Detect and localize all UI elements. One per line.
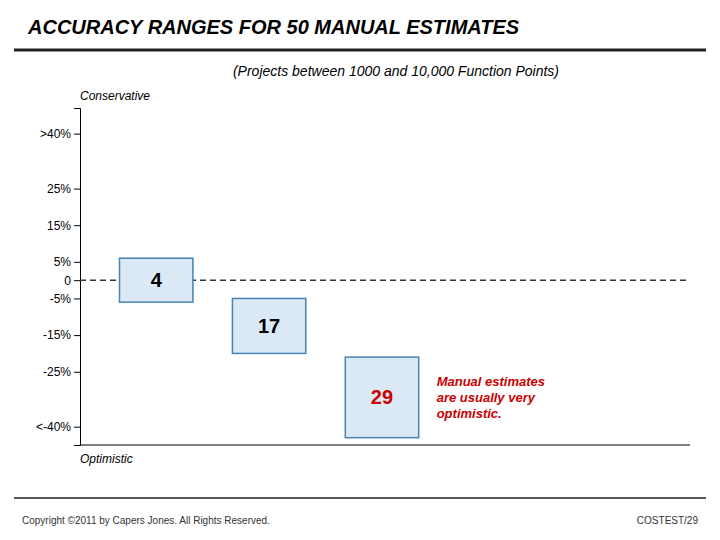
- range-bar: [120, 258, 193, 302]
- y-tick-label: -5%: [50, 292, 72, 306]
- y-tick: 0: [64, 274, 80, 288]
- x-axis: [80, 445, 690, 446]
- y-tick: 15%: [47, 219, 80, 233]
- y-tick: -5%: [50, 292, 80, 306]
- y-tick-label: 0: [64, 274, 71, 288]
- range-bar: [232, 298, 305, 353]
- annotation-line: optimistic.: [437, 406, 502, 421]
- title: ACCURACY RANGES FOR 50 MANUAL ESTIMATES: [27, 16, 520, 38]
- y-tick-label: 15%: [47, 219, 71, 233]
- y-tick-mark: [74, 372, 80, 373]
- costest: COSTEST/29: [637, 515, 699, 526]
- y-tick-mark: [74, 134, 80, 135]
- y-tick-label: 5%: [54, 255, 72, 269]
- plot: >40% 25% 15% 5% 0 -5% -15% -25% <-40% 4 17 29 Manual…: [36, 109, 690, 446]
- y-tick: -15%: [43, 328, 80, 342]
- y-tick: -25%: [43, 365, 80, 379]
- chart: ACCURACY RANGES FOR 50 MANUAL ESTIMATES (…: [0, 0, 720, 540]
- y-tick-label: -25%: [43, 365, 71, 379]
- footer-rule: [14, 497, 706, 499]
- count-label: 17: [258, 315, 280, 337]
- count-labels: 4 17 29: [151, 269, 393, 408]
- y-tick: >40%: [40, 127, 80, 141]
- y-tick-mark: [74, 280, 80, 281]
- y-tick: 5%: [54, 255, 80, 269]
- y-axis: >40% 25% 15% 5% 0 -5% -15% -25% <-40%: [36, 109, 81, 446]
- marks: [80, 258, 690, 437]
- count-label: 29: [371, 386, 393, 408]
- y-tick-mark: [74, 298, 80, 299]
- y-tick-mark: [74, 262, 80, 263]
- annotation-line: Manual estimates: [437, 374, 545, 389]
- conservative-label: Conservative: [80, 89, 150, 103]
- annotation-line: are usually very: [437, 390, 536, 405]
- y-tick-mark: [74, 189, 80, 190]
- y-tick-label: -15%: [43, 328, 71, 342]
- y-tick: 25%: [47, 182, 80, 196]
- y-tick-mark: [74, 335, 80, 336]
- y-tick-mark: [74, 427, 80, 428]
- subtitle: (Projects between 1000 and 10,000 Functi…: [233, 63, 559, 79]
- optimistic-label: Optimistic: [80, 452, 133, 466]
- y-tick-label: <-40%: [36, 420, 71, 434]
- y-tick: <-40%: [36, 420, 80, 434]
- y-tick-label: 25%: [47, 182, 71, 196]
- copyright: Copyright ©2011 by Capers Jones. All Rig…: [22, 515, 270, 526]
- annotation: Manual estimatesare usually veryoptimist…: [437, 374, 545, 421]
- y-axis-line: [74, 109, 81, 446]
- y-tick-mark: [74, 225, 80, 226]
- range-bar: [345, 357, 418, 438]
- title-rule: [14, 49, 706, 52]
- count-label: 4: [151, 269, 163, 291]
- x-axis-line: [80, 445, 690, 446]
- y-tick-label: >40%: [40, 127, 71, 141]
